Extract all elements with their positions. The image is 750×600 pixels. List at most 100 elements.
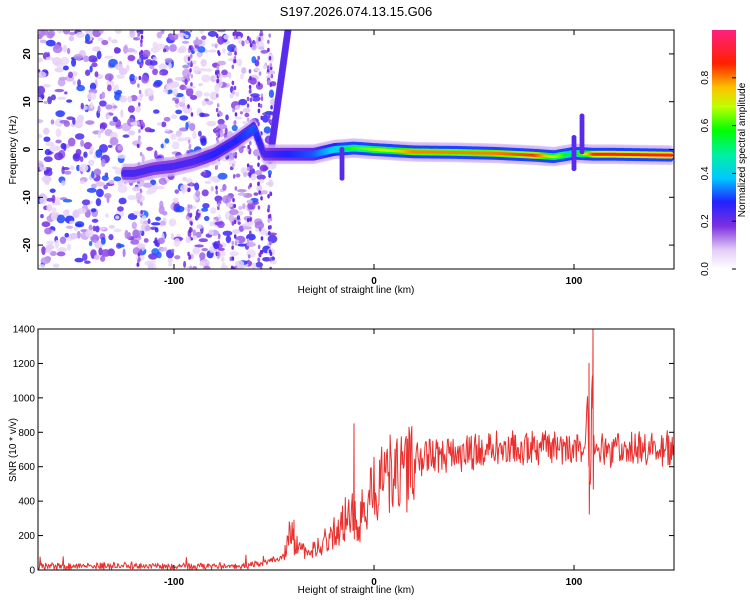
- noise-blob: [156, 251, 162, 259]
- noise-blob: [223, 34, 230, 40]
- noise-blob: [69, 232, 78, 240]
- noise-blob: [254, 170, 263, 176]
- noise-blob: [254, 59, 260, 67]
- noise-blob: [187, 56, 191, 61]
- noise-blob: [92, 225, 97, 232]
- noise-blob: [216, 251, 220, 257]
- noise-blob: [216, 93, 219, 98]
- noise-blob: [95, 181, 106, 187]
- noise-blob: [237, 243, 247, 247]
- noise-blob: [234, 112, 238, 117]
- noise-blob: [217, 240, 221, 245]
- noise-blob: [234, 241, 238, 246]
- x-tick-label: 100: [566, 577, 583, 588]
- noise-blob: [248, 148, 252, 153]
- noise-blob: [199, 252, 206, 260]
- noise-blob: [251, 173, 256, 181]
- noise-blob: [80, 102, 84, 110]
- noise-blob: [95, 149, 103, 158]
- snr-ylabel: SNR (10 * v/v): [8, 418, 19, 482]
- noise-blob: [187, 204, 191, 209]
- noise-blob: [203, 215, 210, 222]
- noise-blob: [76, 208, 87, 214]
- noise-blob: [269, 266, 272, 269]
- noise-blob: [139, 218, 144, 225]
- noise-blob: [260, 236, 264, 241]
- noise-blob: [217, 247, 225, 251]
- noise-blob: [137, 102, 141, 107]
- noise-blob: [77, 79, 81, 87]
- noise-blob: [248, 89, 252, 94]
- noise-blob: [68, 35, 75, 42]
- noise-blob: [99, 122, 108, 129]
- noise-blob: [38, 71, 47, 79]
- noise-blob: [209, 245, 215, 253]
- noise-blob: [190, 221, 193, 226]
- noise-blob: [164, 58, 173, 63]
- noise-blob: [231, 124, 238, 132]
- noise-blob: [83, 151, 88, 158]
- noise-blob: [109, 120, 117, 126]
- noise-blob: [59, 119, 69, 124]
- noise-blob: [100, 158, 106, 168]
- noise-blob: [246, 103, 250, 108]
- noise-blob: [217, 118, 225, 125]
- noise-blob: [248, 37, 251, 42]
- noise-blob: [88, 159, 95, 166]
- noise-blob: [113, 47, 120, 54]
- noise-blob: [201, 248, 209, 252]
- noise-blob: [43, 169, 50, 175]
- noise-blob: [141, 75, 149, 84]
- noise-blob: [104, 213, 109, 218]
- noise-blob: [92, 30, 102, 38]
- noise-blob: [231, 46, 234, 52]
- y-tick-label: -10: [22, 190, 33, 205]
- noise-blob: [66, 116, 75, 120]
- spectrogram-ridge: [120, 113, 674, 184]
- noise-blob: [100, 237, 106, 245]
- noise-blob: [150, 222, 161, 226]
- noise-blob: [100, 255, 106, 262]
- noise-blob: [247, 259, 250, 265]
- noise-blob: [267, 114, 271, 119]
- noise-blob: [130, 94, 138, 102]
- noise-blob: [50, 119, 55, 125]
- noise-blob: [232, 229, 241, 234]
- colorbar-ticks: 0.0 0.2 0.4 0.6 0.8: [700, 70, 736, 276]
- noise-blob: [54, 152, 64, 161]
- noise-blob: [144, 261, 151, 266]
- noise-blob: [189, 95, 198, 100]
- y-tick-label: 600: [18, 462, 35, 473]
- snr-line: [38, 329, 674, 570]
- y-tick-label: 1000: [13, 393, 36, 404]
- colorbar-label: Normalized spectral amplitude: [737, 82, 748, 217]
- y-tick-label: 0: [29, 566, 35, 577]
- noise-blob: [140, 119, 144, 125]
- noise-blob: [68, 220, 76, 225]
- noise-blob: [215, 131, 219, 137]
- noise-blob: [259, 179, 265, 184]
- noise-blob: [63, 143, 67, 152]
- noise-blob: [268, 33, 272, 38]
- noise-blob: [50, 212, 58, 221]
- x-tick-label: -100: [164, 276, 184, 287]
- noise-blob: [76, 164, 81, 172]
- noise-blob: [65, 225, 74, 229]
- noise-blob: [232, 152, 236, 157]
- noise-blob: [257, 181, 260, 187]
- noise-blob: [174, 76, 185, 81]
- noise-blob: [57, 247, 67, 253]
- noise-blob: [41, 175, 52, 183]
- noise-blob: [268, 249, 272, 254]
- noise-blob: [216, 30, 227, 33]
- noise-blob: [114, 167, 123, 175]
- noise-blob: [95, 225, 100, 233]
- noise-blob: [54, 239, 60, 249]
- noise-blob: [192, 131, 197, 140]
- noise-blob: [84, 33, 91, 42]
- noise-blob: [44, 148, 51, 156]
- noise-blob: [46, 31, 54, 39]
- noise-blob: [38, 57, 43, 63]
- noise-blob: [206, 100, 214, 105]
- colorbar: 0.0 0.2 0.4 0.6 0.8 Normalized spectral ampl…: [700, 30, 748, 276]
